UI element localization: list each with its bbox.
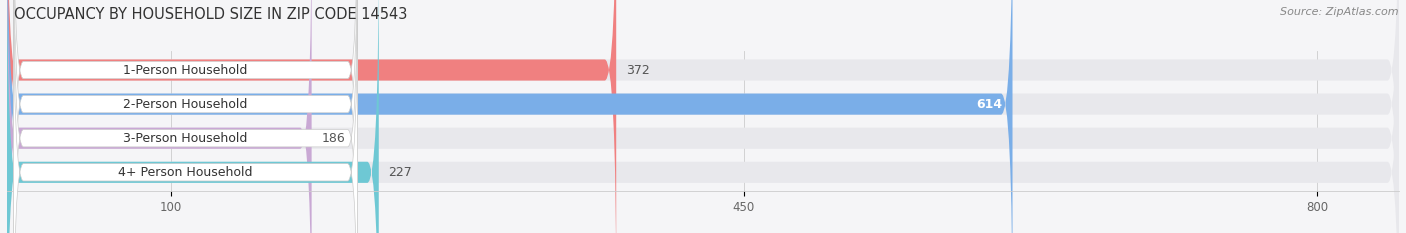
FancyBboxPatch shape bbox=[7, 0, 1012, 233]
Text: 1-Person Household: 1-Person Household bbox=[124, 64, 247, 76]
Text: 227: 227 bbox=[388, 166, 412, 179]
Text: 4+ Person Household: 4+ Person Household bbox=[118, 166, 253, 179]
FancyBboxPatch shape bbox=[14, 0, 357, 233]
Text: OCCUPANCY BY HOUSEHOLD SIZE IN ZIP CODE 14543: OCCUPANCY BY HOUSEHOLD SIZE IN ZIP CODE … bbox=[14, 7, 408, 22]
Text: Source: ZipAtlas.com: Source: ZipAtlas.com bbox=[1281, 7, 1399, 17]
Text: 186: 186 bbox=[322, 132, 346, 145]
FancyBboxPatch shape bbox=[7, 0, 616, 233]
Text: 2-Person Household: 2-Person Household bbox=[124, 98, 247, 111]
FancyBboxPatch shape bbox=[7, 0, 378, 233]
FancyBboxPatch shape bbox=[7, 0, 1399, 233]
FancyBboxPatch shape bbox=[7, 0, 1399, 233]
Text: 614: 614 bbox=[977, 98, 1002, 111]
FancyBboxPatch shape bbox=[14, 0, 357, 233]
Text: 372: 372 bbox=[626, 64, 650, 76]
FancyBboxPatch shape bbox=[7, 0, 1399, 233]
FancyBboxPatch shape bbox=[14, 0, 357, 233]
FancyBboxPatch shape bbox=[7, 0, 1399, 233]
FancyBboxPatch shape bbox=[14, 0, 357, 233]
Text: 3-Person Household: 3-Person Household bbox=[124, 132, 247, 145]
FancyBboxPatch shape bbox=[7, 0, 312, 233]
